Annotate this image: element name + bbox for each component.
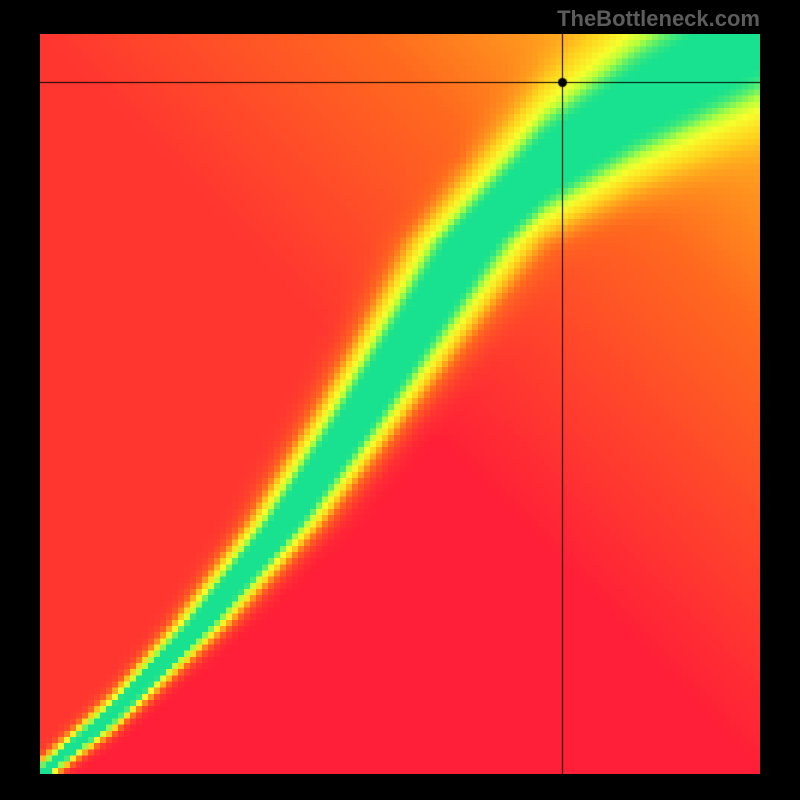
crosshair-overlay bbox=[40, 34, 760, 774]
watermark-text: TheBottleneck.com bbox=[557, 6, 760, 32]
